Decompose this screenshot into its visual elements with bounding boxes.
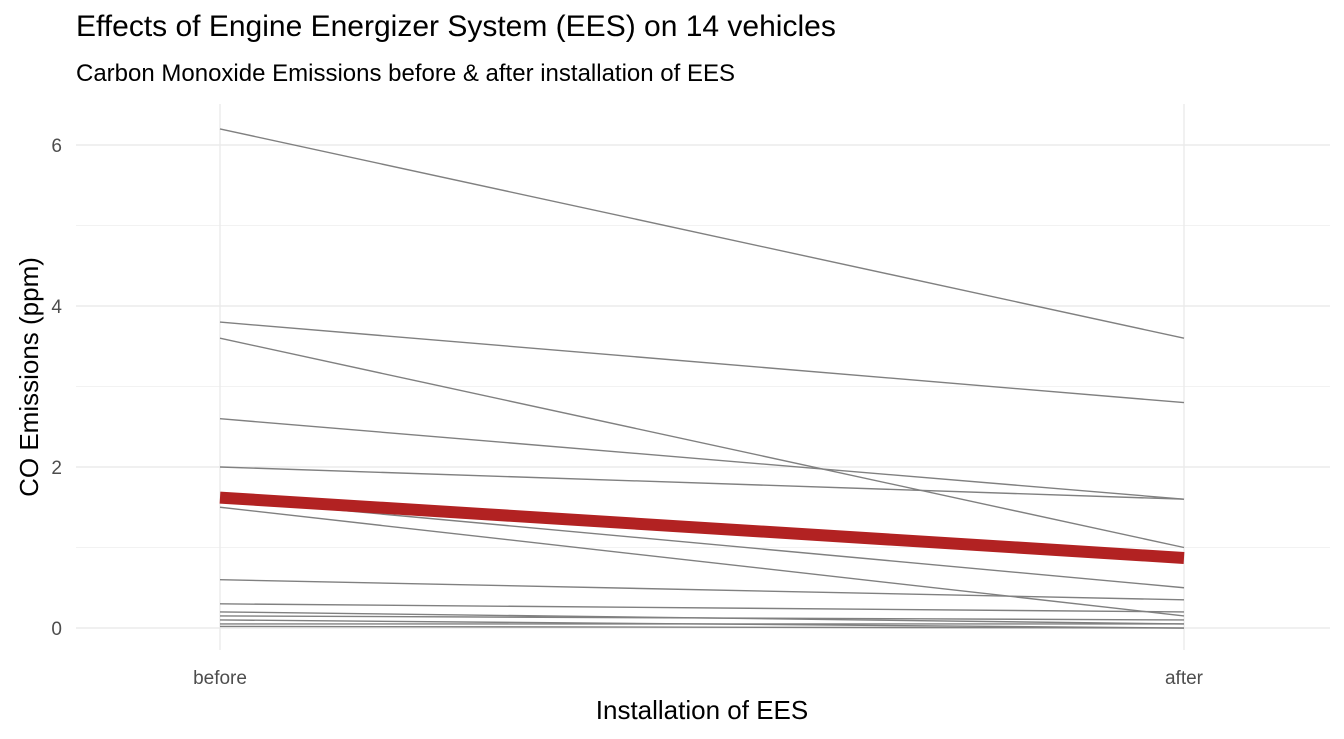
series-line-3: [219, 337, 1185, 549]
grid-major: [76, 104, 1330, 650]
series-line-11: [219, 615, 1185, 621]
x-tick-labels: before after: [193, 668, 1204, 689]
y-tick-label: 6: [51, 136, 62, 157]
series-line-4: [219, 418, 1185, 500]
y-tick-label: 2: [51, 458, 62, 479]
grid-minor: [76, 225, 1330, 548]
y-axis-title: CO Emissions (ppm): [14, 257, 44, 497]
y-tick-label: 4: [51, 297, 62, 318]
x-tick-label: before: [193, 668, 247, 689]
series-line-5: [219, 466, 1185, 500]
series-lines: [219, 128, 1185, 629]
series-line-2: [219, 321, 1185, 404]
x-tick-label: after: [1165, 668, 1204, 689]
series-line-9: [219, 603, 1185, 613]
y-tick-label: 0: [51, 619, 62, 640]
series-line-7: [219, 506, 1185, 617]
series-line-8: [219, 579, 1185, 601]
series-line-1: [219, 128, 1185, 339]
y-tick-labels: 0 2 4 6: [51, 136, 62, 640]
series-line-14: [219, 625, 1185, 629]
mean-line: [219, 491, 1185, 564]
series-line-6: [219, 498, 1185, 589]
chart-title: Effects of Engine Energizer System (EES)…: [76, 10, 836, 43]
chart-subtitle: Carbon Monoxide Emissions before & after…: [76, 60, 736, 87]
mean-line-group: [219, 491, 1185, 564]
x-axis-title: Installation of EES: [596, 695, 808, 725]
